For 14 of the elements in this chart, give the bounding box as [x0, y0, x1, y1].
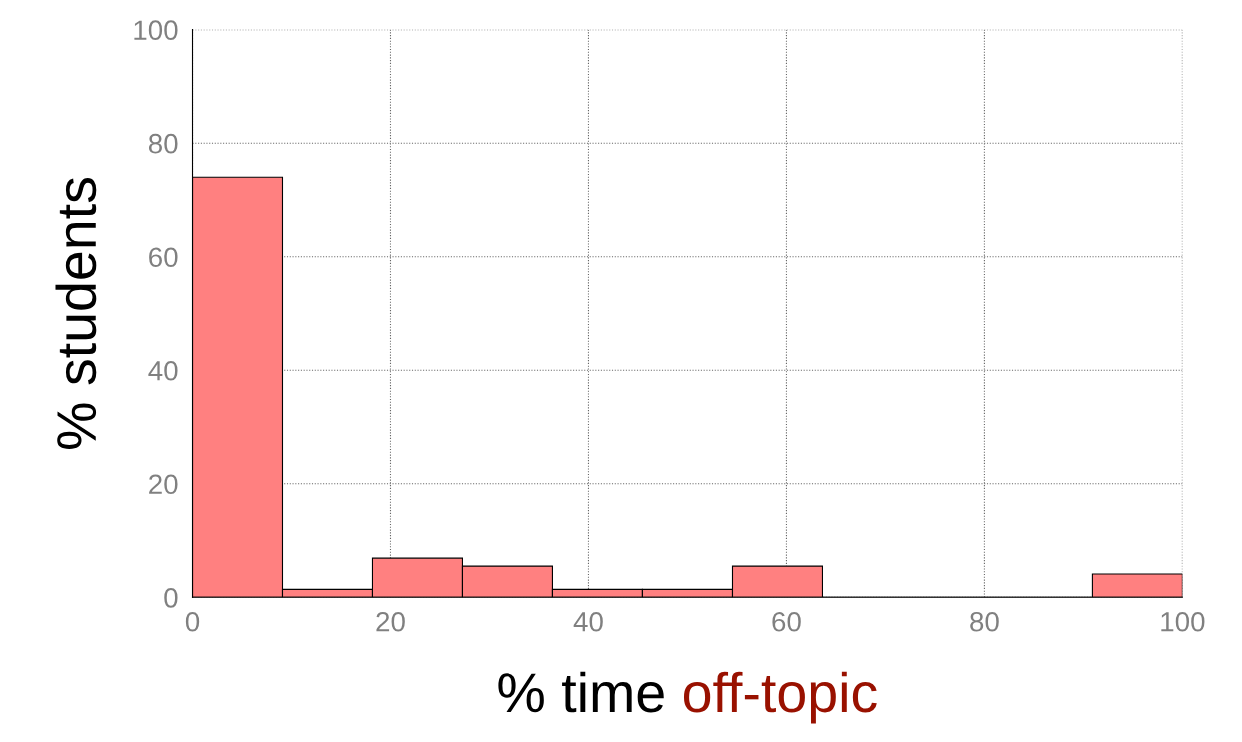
y-tick-label: 40: [148, 360, 178, 381]
y-tick-label: 100: [134, 20, 178, 41]
x-tick-label: 0: [185, 611, 200, 632]
x-tick-label: 60: [772, 611, 801, 632]
x-tick-label: 100: [1161, 611, 1205, 632]
y-tick-label: 20: [149, 474, 178, 495]
y-axis-title: % students: [55, 178, 97, 449]
y-tick-label: 0: [164, 587, 178, 608]
y-tick-label: 60: [149, 247, 178, 268]
x-tick-label: 80: [970, 611, 999, 632]
y-tick-label: 80: [148, 133, 178, 154]
x-tick-label: 20: [376, 611, 405, 632]
x-tick-label: 40: [573, 611, 603, 632]
x-axis-title: % time off-topic: [498, 671, 877, 724]
